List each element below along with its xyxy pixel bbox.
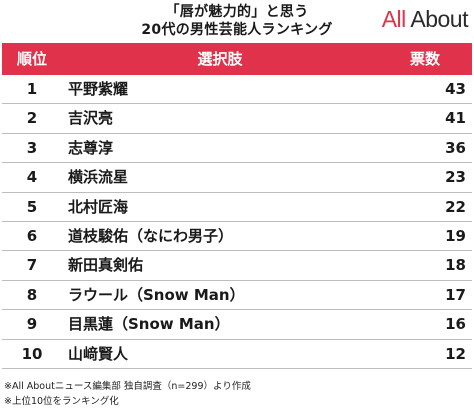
table-row: 4 横浜流星 23 [2, 163, 472, 193]
rank-cell: 4 [26, 168, 38, 187]
votes-cell: 17 [445, 285, 466, 304]
footer-notes: ※All Aboutニュース編集部 独自調査（n=299）より作成 ※上位10位… [4, 379, 251, 409]
name-cell: 新田真剣佑 [68, 256, 144, 275]
logo-text-about: About [405, 6, 468, 32]
page-title-line2: 20代の男性芸能人ランキング [141, 22, 333, 38]
table-row: 10 山﨑賢人 12 [2, 340, 472, 369]
rank-cell: 1 [26, 80, 38, 98]
votes-cell: 36 [445, 138, 466, 157]
column-header-votes: 票数 [409, 50, 440, 68]
votes-cell: 19 [445, 226, 466, 245]
rank-cell: 3 [26, 138, 38, 157]
votes-cell: 18 [445, 256, 466, 275]
votes-cell: 23 [445, 168, 466, 187]
name-cell: 北村匠海 [68, 197, 129, 216]
votes-cell: 22 [445, 197, 466, 216]
name-cell: ラウール（Snow Man） [68, 285, 245, 304]
name-cell: 志尊淳 [68, 138, 114, 157]
votes-cell: 43 [445, 80, 466, 98]
rank-cell: 9 [26, 315, 38, 334]
table-row: 7 新田真剣佑 18 [2, 251, 472, 281]
table-row: 2 吉沢亮 41 [2, 104, 472, 134]
rank-cell: 5 [26, 197, 38, 216]
rank-cell: 10 [21, 344, 43, 363]
table-row: 5 北村匠海 22 [2, 193, 472, 222]
table-row: 9 目黒蓮（Snow Man） 16 [2, 310, 472, 340]
name-cell: 山﨑賢人 [68, 344, 129, 363]
votes-cell: 12 [445, 344, 466, 363]
ranking-table-body: 1 平野紫耀 43 2 吉沢亮 41 3 志尊淳 36 4 横浜流星 23 5 … [2, 75, 472, 369]
page-title-line1: 「唇が魅力的」と思う [165, 4, 309, 20]
name-cell: 吉沢亮 [68, 109, 114, 128]
name-cell: 平野紫耀 [68, 80, 129, 98]
votes-cell: 41 [445, 109, 466, 128]
table-row: 8 ラウール（Snow Man） 17 [2, 281, 472, 311]
page-header: 「唇が魅力的」と思う 20代の男性芸能人ランキング All About [0, 0, 474, 44]
name-cell: 目黒蓮（Snow Man） [68, 315, 230, 334]
rank-cell: 6 [26, 226, 38, 245]
votes-cell: 16 [445, 315, 466, 334]
table-row: 6 道枝駿佑（なにわ男子） 19 [2, 222, 472, 252]
ranking-note: ※上位10位をランキング化 [4, 396, 119, 407]
rank-cell: 2 [26, 109, 38, 128]
allabout-logo: All About [381, 6, 469, 33]
source-note: ※All Aboutニュース編集部 独自調査（n=299）より作成 [4, 381, 251, 392]
rank-cell: 8 [26, 285, 38, 304]
table-row: 1 平野紫耀 43 [2, 75, 472, 105]
table-row: 3 志尊淳 36 [2, 134, 472, 164]
table-header: 順位 選択肢 票数 [2, 43, 472, 75]
column-header-rank: 順位 [16, 50, 47, 68]
name-cell: 横浜流星 [68, 168, 129, 187]
rank-cell: 7 [26, 256, 38, 275]
name-cell: 道枝駿佑（なにわ男子） [68, 226, 234, 245]
column-header-name: 選択肢 [197, 50, 243, 68]
logo-text-all: All [381, 6, 407, 32]
